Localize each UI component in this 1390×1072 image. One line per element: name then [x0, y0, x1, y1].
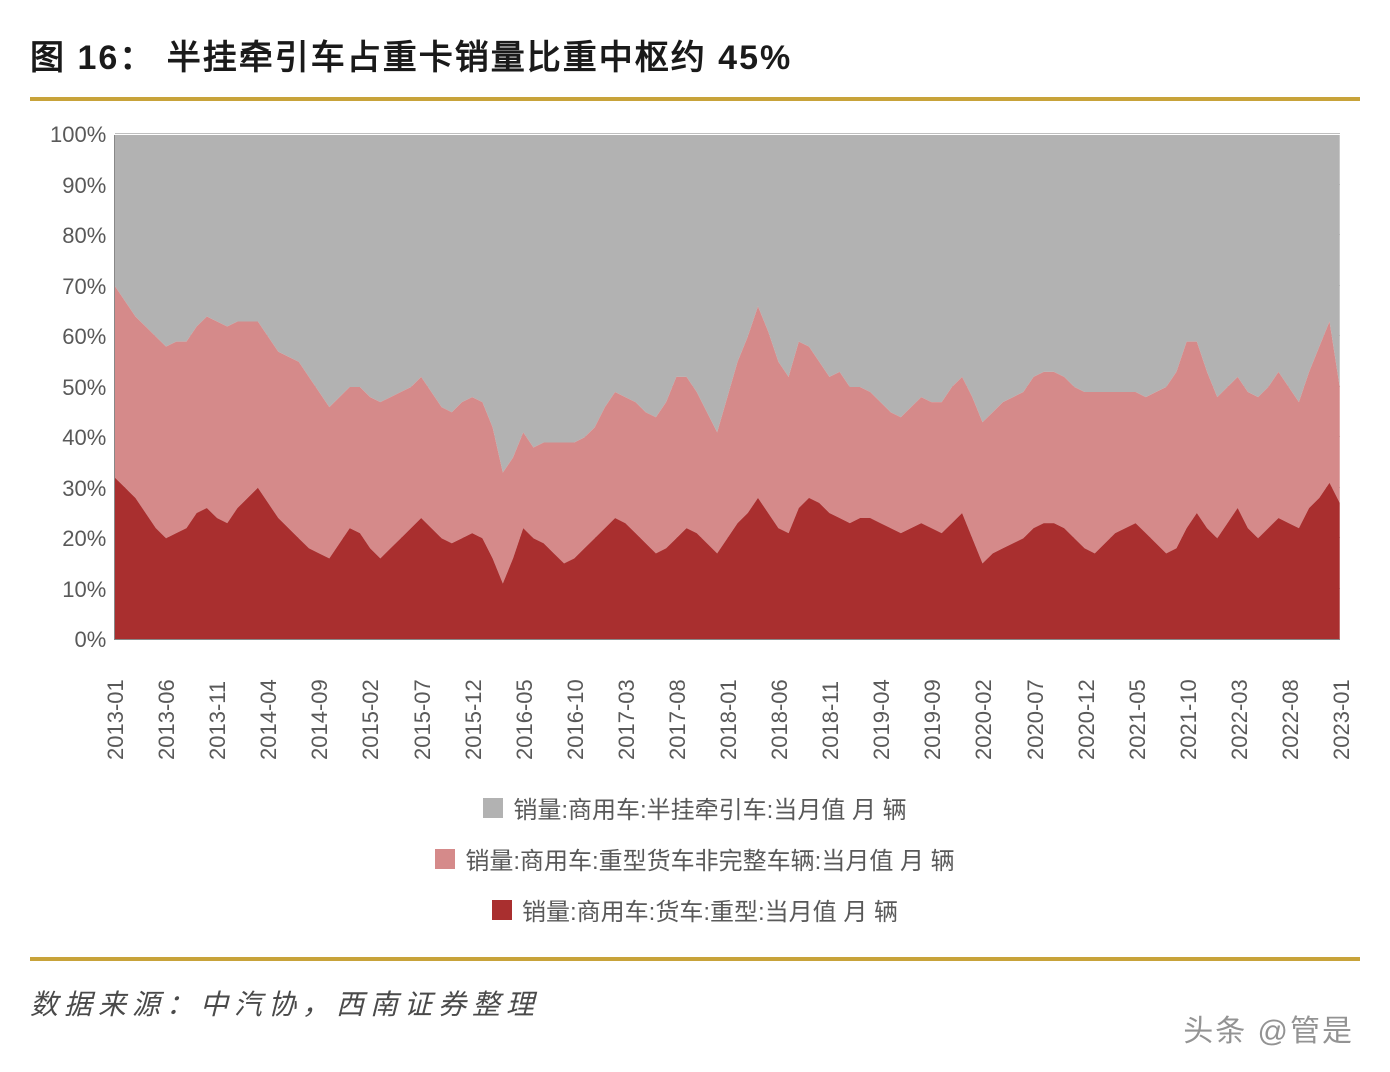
x-tick: 2016-10: [563, 650, 589, 760]
legend-swatch: [483, 798, 503, 818]
plot-area: [114, 135, 1340, 640]
bottom-rule: [30, 957, 1360, 961]
x-tick: 2023-01: [1329, 650, 1355, 760]
legend: 销量:商用车:半挂牵引车:当月值 月 辆销量:商用车:重型货车非完整车辆:当月值…: [50, 790, 1340, 927]
x-tick: 2020-12: [1074, 650, 1100, 760]
x-tick: 2021-10: [1176, 650, 1202, 760]
x-tick: 2017-08: [665, 650, 691, 760]
x-tick: 2019-04: [869, 650, 895, 760]
x-tick: 2018-11: [818, 650, 844, 760]
x-tick: 2018-01: [716, 650, 742, 760]
x-tick: 2022-08: [1278, 650, 1304, 760]
watermark: 头条 @管是: [1183, 1006, 1354, 1050]
stacked-area-svg: [115, 135, 1340, 639]
x-tick: 2020-02: [971, 650, 997, 760]
chart-area: 100%90%80%70%60%50%40%30%20%10%0% 2013-0…: [50, 135, 1340, 927]
x-tick: 2018-06: [767, 650, 793, 760]
x-tick: 2014-04: [256, 650, 282, 760]
x-tick: 2015-02: [358, 650, 384, 760]
x-tick: 2013-01: [103, 650, 129, 760]
legend-item: 销量:商用车:半挂牵引车:当月值 月 辆: [483, 790, 906, 825]
x-tick: 2015-12: [461, 650, 487, 760]
legend-label: 销量:商用车:货车:重型:当月值 月 辆: [522, 892, 898, 927]
legend-swatch: [492, 900, 512, 920]
legend-item: 销量:商用车:货车:重型:当月值 月 辆: [492, 892, 898, 927]
x-tick: 2021-05: [1125, 650, 1151, 760]
x-tick: 2014-09: [307, 650, 333, 760]
x-tick: 2022-03: [1227, 650, 1253, 760]
x-axis-labels: 2013-012013-062013-112014-042014-092015-…: [114, 650, 1340, 770]
x-tick: 2020-07: [1023, 650, 1049, 760]
gridline: [115, 133, 1340, 134]
title-rule: [30, 97, 1360, 101]
x-tick: 2016-05: [512, 650, 538, 760]
x-axis: 2013-01 2013-06 2013-11 2014-04 2014-09 2015-…: [50, 650, 1340, 770]
chart-title: 图 16： 半挂牵引车占重卡销量比重中枢约 45%: [30, 30, 1360, 97]
x-tick: 2015-07: [410, 650, 436, 760]
legend-label: 销量:商用车:半挂牵引车:当月值 月 辆: [513, 790, 906, 825]
x-tick: 2013-06: [154, 650, 180, 760]
source-label: 数据来源：中汽协，西南证券整理: [30, 983, 1360, 1023]
x-tick: 2017-03: [614, 650, 640, 760]
title-prefix: 图 16：: [30, 39, 155, 77]
x-tick: 2013-11: [205, 650, 231, 760]
legend-item: 销量:商用车:重型货车非完整车辆:当月值 月 辆: [435, 841, 954, 876]
legend-label: 销量:商用车:重型货车非完整车辆:当月值 月 辆: [465, 841, 954, 876]
title-text: 半挂牵引车占重卡销量比重中枢约 45%: [167, 39, 793, 77]
x-tick: 2019-09: [920, 650, 946, 760]
legend-swatch: [435, 849, 455, 869]
y-axis: 100%90%80%70%60%50%40%30%20%10%0%: [50, 135, 114, 640]
